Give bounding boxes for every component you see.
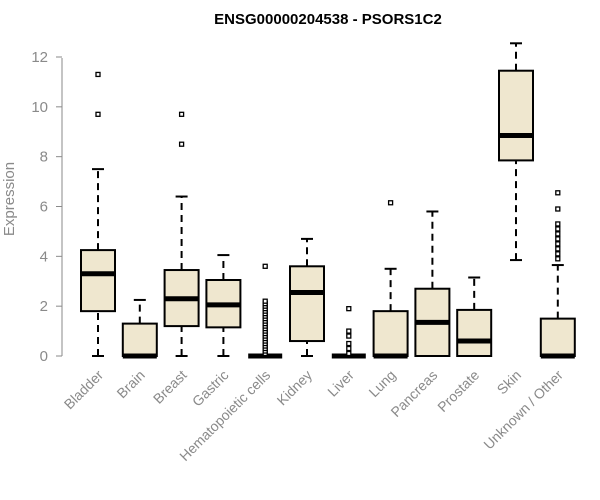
chart-title: ENSG00000204538 - PSORS1C2 — [214, 11, 442, 28]
outlier-point — [346, 350, 352, 357]
x-tick-label: Unknown / Other — [480, 367, 566, 453]
outlier-point — [95, 71, 101, 78]
box-bladder — [80, 71, 116, 357]
box-hematopoietic-cells — [248, 263, 283, 359]
box-lung — [372, 200, 409, 359]
outlier-point — [262, 298, 268, 304]
iqr-box — [372, 310, 409, 357]
outlier-point — [555, 226, 561, 232]
y-tick-label: 0 — [40, 348, 48, 365]
box-prostate — [456, 276, 493, 358]
outlier-point — [178, 141, 185, 147]
outlier-point — [262, 263, 268, 269]
y-tick-label: 6 — [40, 199, 48, 216]
x-tick-label: Prostate — [434, 367, 482, 415]
iqr-box — [80, 249, 116, 313]
y-tick-label: 2 — [40, 298, 48, 315]
box-kidney — [289, 237, 325, 357]
iqr-box — [539, 317, 576, 357]
box-unknown-other — [539, 190, 576, 359]
box-series — [80, 42, 576, 359]
box-gastric — [205, 254, 242, 357]
outlier-point — [555, 231, 561, 237]
y-axis-ticks: 0 2 4 6 8 10 12 — [31, 49, 62, 365]
x-tick-label: Lung — [365, 367, 398, 400]
outlier-point — [555, 241, 561, 247]
y-tick-label: 10 — [31, 99, 48, 116]
x-tick-label: Breast — [150, 367, 190, 407]
iqr-box — [121, 322, 158, 358]
outlier-point — [555, 206, 561, 212]
x-tick-label: Kidney — [274, 367, 316, 409]
iqr-box — [498, 69, 534, 162]
x-tick-label: Skin — [494, 367, 525, 398]
box-skin — [498, 42, 534, 262]
x-tick-label: Bladder — [61, 367, 107, 413]
outlier-point — [555, 256, 561, 262]
outlier-point — [346, 340, 352, 347]
iqr-box — [456, 308, 493, 358]
outlier-point — [555, 236, 561, 242]
box-breast — [163, 111, 200, 357]
outlier-point — [555, 246, 561, 252]
y-axis-label: Expression — [1, 162, 18, 236]
box-liver — [331, 306, 366, 359]
outlier-point — [346, 333, 352, 339]
iqr-box — [289, 265, 325, 343]
box-pancreas — [414, 210, 451, 358]
y-tick-label: 12 — [31, 49, 48, 66]
outlier-point — [387, 200, 394, 206]
y-tick-label: 4 — [40, 248, 48, 265]
outlier-point — [555, 251, 561, 257]
outlier-point — [346, 345, 352, 352]
outlier-point — [346, 328, 352, 334]
outlier-point — [555, 221, 561, 227]
outlier-point — [95, 111, 101, 117]
outlier-point — [555, 190, 561, 196]
outlier-point — [178, 111, 185, 117]
x-tick-label: Brain — [113, 367, 147, 401]
outlier-point — [346, 306, 352, 312]
box-brain — [121, 298, 158, 359]
x-tick-label: Liver — [324, 367, 357, 400]
y-tick-label: 8 — [40, 149, 48, 166]
